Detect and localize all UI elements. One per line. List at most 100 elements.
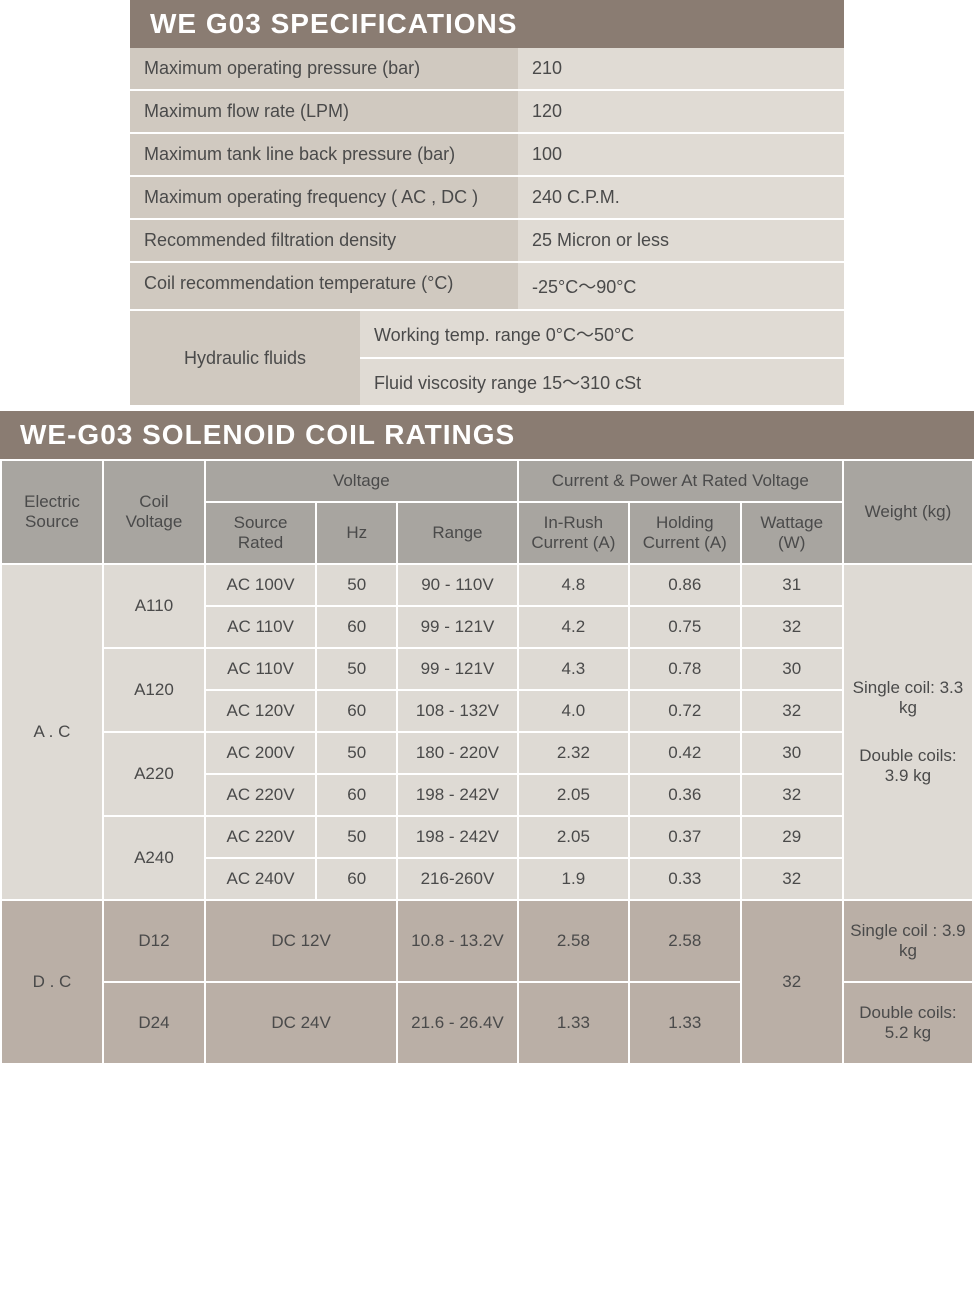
cell: 32 <box>741 690 843 732</box>
coil-voltage-cell: A110 <box>103 564 205 648</box>
spec-row: Maximum operating pressure (bar) 210 <box>130 48 844 91</box>
cell: 2.32 <box>518 732 629 774</box>
hdr-holding: Holding Current (A) <box>629 502 740 564</box>
fluids-label: Hydraulic fluids <box>130 311 360 405</box>
hdr-hz: Hz <box>316 502 397 564</box>
hdr-coil-voltage: Coil Voltage <box>103 460 205 564</box>
cell: 50 <box>316 816 397 858</box>
cell: 4.3 <box>518 648 629 690</box>
spec-label: Recommended filtration density <box>130 220 518 261</box>
cell: AC 110V <box>205 606 316 648</box>
spec-label: Coil recommendation temperature (°C) <box>130 263 518 309</box>
weight-single: Single coil: 3.3 kg <box>850 678 966 718</box>
cell: 32 <box>741 858 843 900</box>
spec-row: Recommended filtration density 25 Micron… <box>130 220 844 263</box>
cell: 1.33 <box>629 982 740 1064</box>
spec-value: -25°C～90°C <box>518 263 844 309</box>
ac-label: A . C <box>1 564 103 900</box>
cell: 0.42 <box>629 732 740 774</box>
cell: 99 - 121V <box>397 648 517 690</box>
cell: DC 12V <box>205 900 397 982</box>
spec-table: Maximum operating pressure (bar) 210 Max… <box>130 48 844 407</box>
cell: AC 220V <box>205 774 316 816</box>
ratings-table: Electric Source Coil Voltage Voltage Cur… <box>0 459 974 1065</box>
cell: 2.05 <box>518 816 629 858</box>
table-row: A . C A110 AC 100V 50 90 - 110V 4.8 0.86… <box>1 564 973 606</box>
dc-label: D . C <box>1 900 103 1064</box>
weight-single: Single coil : 3.9 kg <box>843 900 973 982</box>
ratings-header: WE-G03 SOLENOID COIL RATINGS <box>0 411 974 459</box>
cell: 99 - 121V <box>397 606 517 648</box>
hdr-source-rated: Source Rated <box>205 502 316 564</box>
cell: 0.36 <box>629 774 740 816</box>
cell: 4.0 <box>518 690 629 732</box>
hdr-voltage: Voltage <box>205 460 518 502</box>
table-row: A220 AC 200V 50 180 - 220V 2.32 0.42 30 <box>1 732 973 774</box>
cell: AC 120V <box>205 690 316 732</box>
spec-value: 25 Micron or less <box>518 220 844 261</box>
cell: 32 <box>741 774 843 816</box>
cell: AC 200V <box>205 732 316 774</box>
table-row: A120 AC 110V 50 99 - 121V 4.3 0.78 30 <box>1 648 973 690</box>
cell: 2.58 <box>629 900 740 982</box>
spec-row: Coil recommendation temperature (°C) -25… <box>130 263 844 311</box>
cell: 1.33 <box>518 982 629 1064</box>
cell: 1.9 <box>518 858 629 900</box>
cell: 198 - 242V <box>397 774 517 816</box>
spec-value: 120 <box>518 91 844 132</box>
coil-voltage-cell: D24 <box>103 982 205 1064</box>
cell: 0.37 <box>629 816 740 858</box>
cell: 60 <box>316 690 397 732</box>
spec-value: 100 <box>518 134 844 175</box>
cell: 60 <box>316 774 397 816</box>
cell: 32 <box>741 606 843 648</box>
spec-label: Maximum operating frequency ( AC , DC ) <box>130 177 518 218</box>
cell: AC 220V <box>205 816 316 858</box>
fluids-line2: Fluid viscosity range 15～310 cSt <box>360 359 844 405</box>
cell: 29 <box>741 816 843 858</box>
hdr-weight: Weight (kg) <box>843 460 973 564</box>
cell: 21.6 - 26.4V <box>397 982 517 1064</box>
cell: DC 24V <box>205 982 397 1064</box>
spec-label: Maximum flow rate (LPM) <box>130 91 518 132</box>
cell: 4.8 <box>518 564 629 606</box>
cell: 2.58 <box>518 900 629 982</box>
fluids-values: Working temp. range 0°C～50°C Fluid visco… <box>360 311 844 405</box>
cell: 60 <box>316 858 397 900</box>
cell: 4.2 <box>518 606 629 648</box>
hdr-wattage: Wattage (W) <box>741 502 843 564</box>
cell: 10.8 - 13.2V <box>397 900 517 982</box>
coil-voltage-cell: A220 <box>103 732 205 816</box>
spec-label: Maximum operating pressure (bar) <box>130 48 518 89</box>
hdr-current-power: Current & Power At Rated Voltage <box>518 460 843 502</box>
spec-row: Maximum tank line back pressure (bar) 10… <box>130 134 844 177</box>
weight-double: Double coils: 5.2 kg <box>843 982 973 1064</box>
cell: 50 <box>316 732 397 774</box>
cell: AC 100V <box>205 564 316 606</box>
spec-header: WE G03 SPECIFICATIONS <box>130 0 844 48</box>
cell: 180 - 220V <box>397 732 517 774</box>
hdr-inrush: In-Rush Current (A) <box>518 502 629 564</box>
hdr-electric-source: Electric Source <box>1 460 103 564</box>
fluids-line1: Working temp. range 0°C～50°C <box>360 311 844 359</box>
cell: 50 <box>316 564 397 606</box>
spec-row: Maximum flow rate (LPM) 120 <box>130 91 844 134</box>
cell: 31 <box>741 564 843 606</box>
spec-row-fluids: Hydraulic fluids Working temp. range 0°C… <box>130 311 844 407</box>
table-row: D . C D12 DC 12V 10.8 - 13.2V 2.58 2.58 … <box>1 900 973 982</box>
cell: 0.78 <box>629 648 740 690</box>
cell: 108 - 132V <box>397 690 517 732</box>
coil-voltage-cell: A240 <box>103 816 205 900</box>
cell: 0.75 <box>629 606 740 648</box>
cell: AC 240V <box>205 858 316 900</box>
table-row: A240 AC 220V 50 198 - 242V 2.05 0.37 29 <box>1 816 973 858</box>
spec-label: Maximum tank line back pressure (bar) <box>130 134 518 175</box>
cell: 0.33 <box>629 858 740 900</box>
ac-weight-cell: Single coil: 3.3 kg Double coils: 3.9 kg <box>843 564 973 900</box>
dc-wattage-cell: 32 <box>741 900 843 1064</box>
coil-voltage-cell: D12 <box>103 900 205 982</box>
cell: 216-260V <box>397 858 517 900</box>
cell: 30 <box>741 648 843 690</box>
cell: 90 - 110V <box>397 564 517 606</box>
cell: 0.72 <box>629 690 740 732</box>
